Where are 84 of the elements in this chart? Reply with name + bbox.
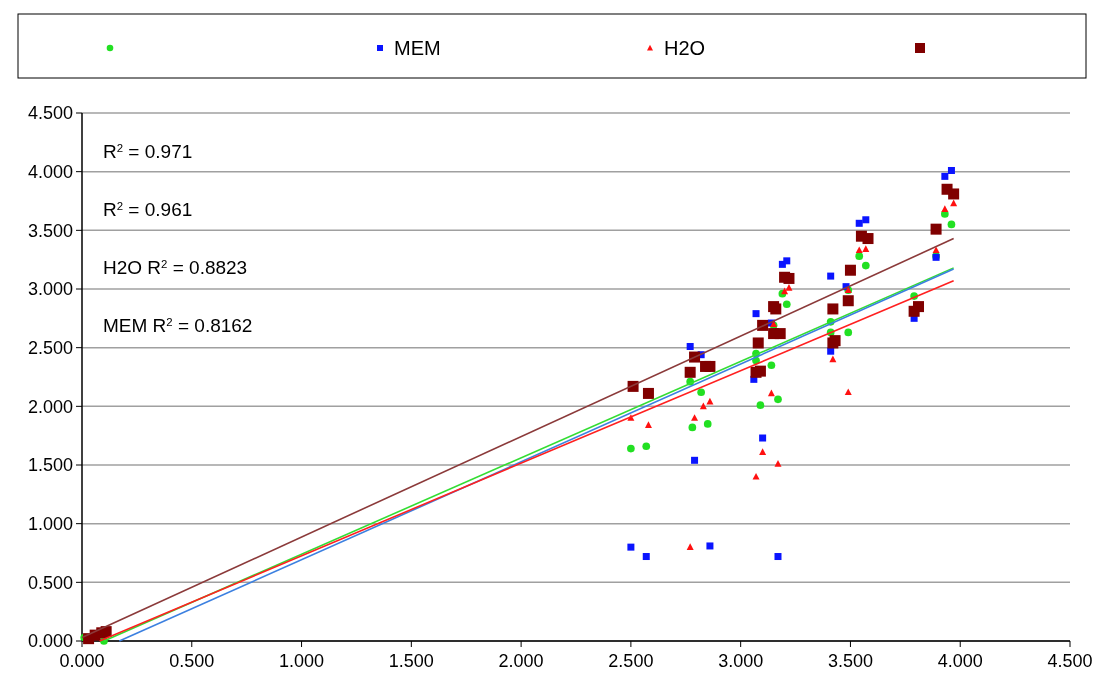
point [862, 216, 870, 224]
point [642, 553, 650, 561]
point [844, 388, 852, 396]
x-tick-label: 3.500 [827, 651, 873, 671]
point [947, 166, 955, 174]
point [752, 337, 764, 349]
point [941, 205, 949, 213]
x-tick-label: 0.500 [169, 651, 215, 671]
legend-label: MEM [394, 37, 441, 59]
point [913, 301, 925, 313]
y-tick-label: 0.000 [27, 631, 73, 652]
point [844, 328, 853, 337]
point [862, 233, 874, 245]
point [827, 303, 839, 315]
x-tick-label: 1.000 [279, 651, 325, 671]
point [644, 421, 652, 428]
point [642, 442, 651, 451]
point [855, 219, 863, 227]
point [767, 389, 775, 397]
annotation: MEM R$^{2}$ = 0.8162 [103, 315, 253, 336]
y-tick-label: 3.500 [27, 220, 73, 241]
point [756, 401, 765, 410]
y-tick-label: 2.500 [27, 337, 73, 358]
x-tick-label: 2.500 [608, 651, 654, 671]
point [767, 361, 776, 370]
point [754, 365, 766, 377]
point [697, 388, 705, 397]
point [688, 423, 697, 432]
point [861, 261, 870, 270]
point [842, 295, 854, 307]
point [686, 342, 694, 350]
point [855, 246, 863, 254]
x-tick-label: 4.000 [937, 651, 983, 671]
y-tick-label: 2.000 [27, 396, 73, 417]
point [932, 246, 940, 254]
point [752, 472, 760, 480]
x-tick-label: 4.500 [1047, 651, 1093, 671]
point [827, 272, 835, 280]
y-tick-label: 0.500 [27, 572, 73, 593]
point [774, 395, 782, 404]
point [947, 220, 956, 229]
x-tick-label: 0.000 [59, 651, 105, 671]
point [844, 264, 856, 276]
point [759, 434, 767, 442]
y-tick-label: 4.000 [27, 161, 73, 182]
y-tick-label: 1.500 [27, 455, 73, 476]
point [827, 347, 835, 355]
point [783, 257, 791, 265]
point [759, 448, 767, 455]
y-tick-label: 1.000 [27, 513, 73, 534]
point [783, 272, 795, 284]
point [950, 199, 958, 207]
point [862, 245, 870, 252]
point [691, 414, 699, 421]
point [642, 387, 654, 399]
point [684, 366, 696, 378]
point [627, 543, 635, 551]
point [752, 310, 760, 318]
point [855, 252, 864, 260]
point [785, 283, 793, 291]
point [706, 542, 714, 550]
point [627, 444, 635, 453]
annotation: R$^{2}$ = 0.961 [103, 199, 193, 220]
point [774, 328, 786, 340]
legend-label: H2O [664, 37, 706, 59]
x-tick-label: 2.000 [498, 651, 544, 671]
point [829, 355, 837, 363]
point [774, 459, 782, 467]
point [948, 188, 960, 200]
point [941, 172, 949, 180]
point [704, 360, 716, 372]
y-tick-label: 3.000 [27, 279, 73, 300]
y-tick-label: 4.500 [27, 103, 73, 124]
point [699, 402, 707, 410]
point [774, 553, 782, 561]
point [930, 223, 942, 235]
annotation: R$^{2}$ = 0.971 [103, 141, 193, 162]
point [782, 300, 791, 309]
x-tick-label: 3.000 [718, 651, 764, 671]
point [691, 456, 699, 464]
annotation: H2O R$^{2}$ = 0.8823 [103, 257, 248, 278]
point [703, 420, 712, 428]
x-tick-label: 1.500 [388, 651, 434, 671]
point [686, 543, 694, 550]
